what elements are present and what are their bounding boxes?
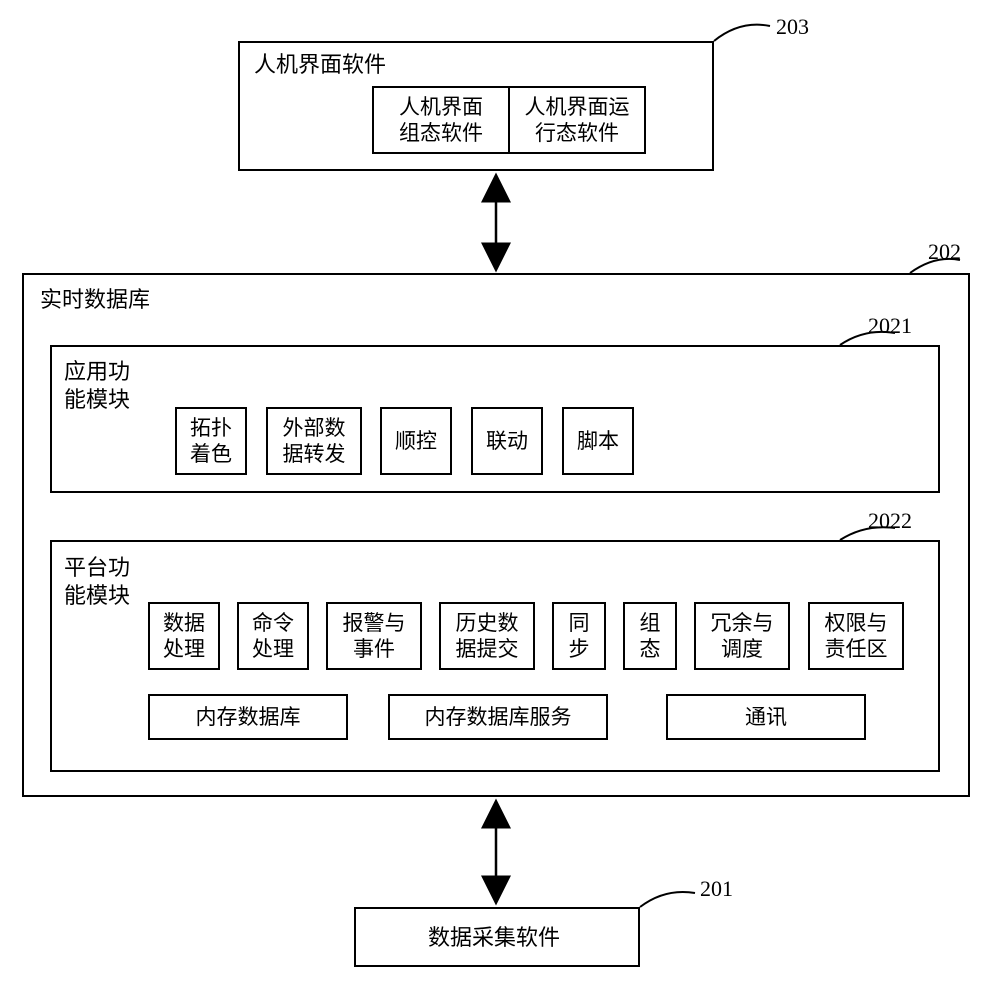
- arrow-rtdb-daq: [0, 0, 1000, 988]
